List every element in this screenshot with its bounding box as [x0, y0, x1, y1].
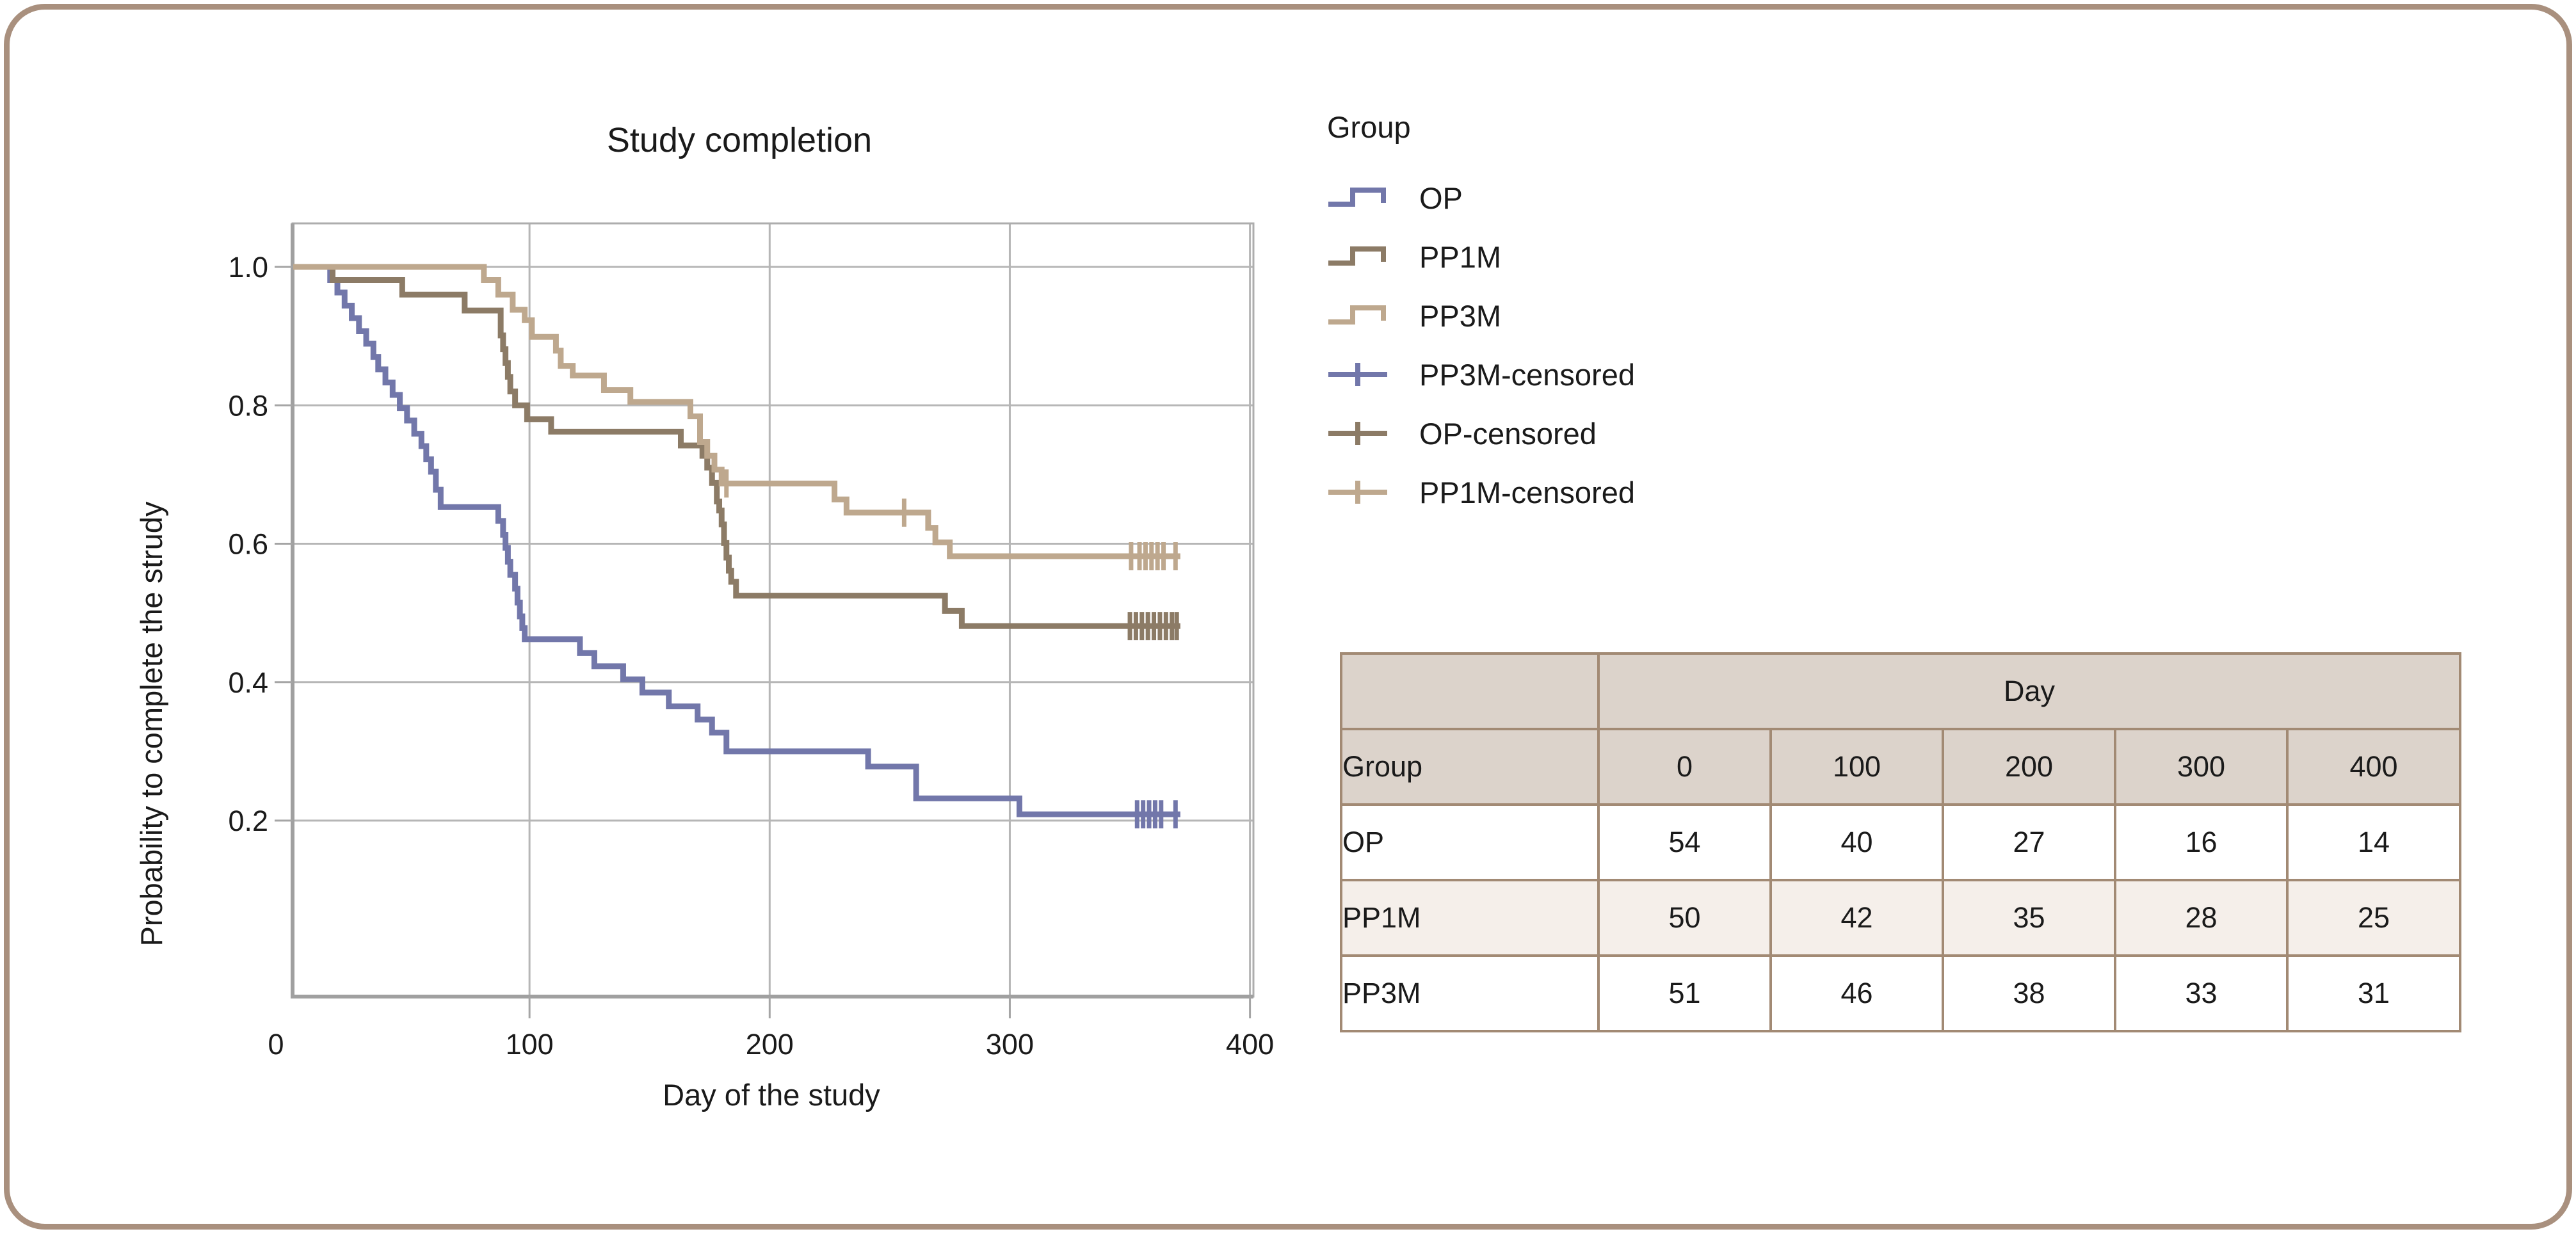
legend-item-label: PP1M-censored: [1419, 475, 1635, 510]
group-cell-pp3m: PP3M: [1341, 956, 1598, 1031]
table-row-op: OP 54 40 27 16 14: [1341, 805, 2460, 880]
y-axis-label: Probability to complete the strudy: [134, 501, 168, 946]
axis-ticks: [275, 267, 1250, 1018]
survival-curves: [293, 267, 1180, 828]
group-cell-op: OP: [1341, 805, 1598, 880]
x-tick-label: 300: [986, 1028, 1034, 1061]
table-cell: 28: [2115, 880, 2287, 956]
km-chart: 0 100 200 300 400 1.0 0.8 0.6 0.4 0.2 Study compl…: [10, 10, 1322, 1243]
risk-table: Day Group 0 100 200 300 400 OP 54 40 27 …: [1340, 652, 2461, 1032]
legend-item-op: OP: [1327, 168, 1635, 227]
legend-item-pp3m-censored: PP3M-censored: [1327, 345, 1635, 404]
legend-title: Group: [1327, 109, 1635, 145]
op-step-line-icon: [1327, 184, 1391, 212]
table-cell: 33: [2115, 956, 2287, 1031]
y-tick-label: 0.6: [228, 528, 268, 561]
pp1m-censored-plus-icon: [1327, 478, 1391, 506]
day-header-cell: Day: [1598, 654, 2460, 729]
x-tick-label: 200: [746, 1028, 794, 1061]
legend-items: OP PP1M PP3M PP3M-censored OP-censored PP1M-c…: [1327, 168, 1635, 522]
day-col-0: 0: [1598, 729, 1771, 805]
legend-item-label: OP-censored: [1419, 416, 1597, 451]
table-cell: 46: [1771, 956, 1943, 1031]
pp3m-step-line-icon: [1327, 301, 1391, 330]
day-col-400: 400: [2287, 729, 2460, 805]
x-tick-label: 400: [1226, 1028, 1274, 1061]
curve-pp3m: [293, 267, 1180, 556]
legend-item-pp3m: PP3M: [1327, 286, 1635, 345]
table-row-pp1m: PP1M 50 42 35 28 25: [1341, 880, 2460, 956]
table-row-day-header: Day: [1341, 654, 2460, 729]
x-axis-label: Day of the study: [663, 1078, 880, 1112]
legend: Group OP PP1M PP3M PP3M-censored OP-censored…: [1327, 109, 1635, 522]
group-header-cell: Group: [1341, 729, 1598, 805]
legend-item-label: PP3M: [1419, 298, 1501, 333]
table-cell: 42: [1771, 880, 1943, 956]
legend-item-pp1m-censored: PP1M-censored: [1327, 463, 1635, 522]
x-tick-label: 100: [506, 1028, 554, 1061]
table-cell: 50: [1598, 880, 1771, 956]
gridlines: [293, 223, 1253, 997]
day-col-100: 100: [1771, 729, 1943, 805]
op-censored-plus-icon: [1327, 419, 1391, 447]
pp3m-censored-plus-icon: [1327, 360, 1391, 389]
day-col-200: 200: [1943, 729, 2115, 805]
day-col-300: 300: [2115, 729, 2287, 805]
table-cell: 38: [1943, 956, 2115, 1031]
table-cell: 27: [1943, 805, 2115, 880]
table-corner-cell: [1341, 654, 1598, 729]
y-tick-label: 0.8: [228, 389, 268, 422]
table-cell: 51: [1598, 956, 1771, 1031]
table-cell: 14: [2287, 805, 2460, 880]
table-cell: 25: [2287, 880, 2460, 956]
legend-item-op-censored: OP-censored: [1327, 404, 1635, 463]
y-tick-label: 0.4: [228, 666, 268, 699]
table-row-pp3m: PP3M 51 46 38 33 31: [1341, 956, 2460, 1031]
table-row-columns: Group 0 100 200 300 400: [1341, 729, 2460, 805]
table-cell: 16: [2115, 805, 2287, 880]
table-cell: 40: [1771, 805, 1943, 880]
x-tick-label: 0: [268, 1028, 284, 1061]
table-cell: 54: [1598, 805, 1771, 880]
plot-frame: [291, 223, 1253, 998]
y-tick-label: 0.2: [228, 805, 268, 837]
table-cell: 35: [1943, 880, 2115, 956]
chart-title: Study completion: [607, 121, 872, 159]
group-cell-pp1m: PP1M: [1341, 880, 1598, 956]
at-risk-table-wrap: Day Group 0 100 200 300 400 OP 54 40 27 …: [1340, 652, 2461, 1032]
table-cell: 31: [2287, 956, 2460, 1031]
legend-item-label: PP1M: [1419, 239, 1501, 275]
legend-item-label: OP: [1419, 180, 1463, 216]
y-tick-label: 1.0: [228, 251, 268, 284]
legend-item-label: PP3M-censored: [1419, 357, 1635, 392]
curve-op: [293, 267, 1180, 814]
pp1m-step-line-icon: [1327, 243, 1391, 271]
legend-item-pp1m: PP1M: [1327, 227, 1635, 286]
